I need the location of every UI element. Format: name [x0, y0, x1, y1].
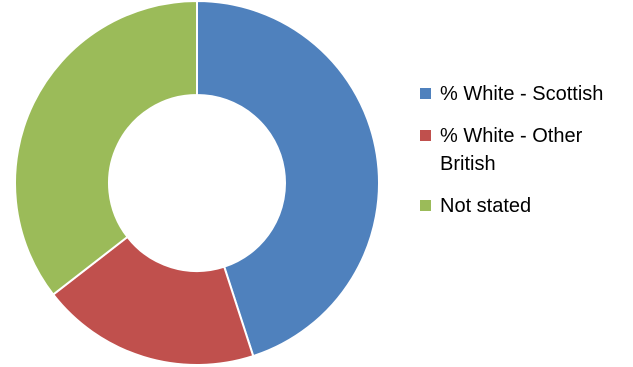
legend-label-white-scottish: % White - Scottish — [440, 83, 604, 105]
donut-slice-white-scottish — [196, 0, 380, 358]
legend-label-white-other-british: % White - Other British — [440, 125, 583, 175]
legend-label-not-stated: Not stated — [440, 195, 532, 217]
donut-slice-white-other-british — [51, 235, 255, 366]
chart-legend: % White - Scottish % White - Other Briti… — [420, 80, 625, 234]
legend-swatch-white-other-british — [420, 130, 431, 141]
legend-swatch-not-stated — [420, 200, 431, 211]
donut-chart — [14, 0, 380, 366]
donut-slice-not-stated — [14, 0, 198, 296]
legend-swatch-white-scottish — [420, 88, 431, 99]
legend-item-white-other-british: % White - Other British — [420, 122, 625, 178]
legend-item-not-stated: Not stated — [420, 192, 625, 220]
legend-item-white-scottish: % White - Scottish — [420, 80, 625, 108]
